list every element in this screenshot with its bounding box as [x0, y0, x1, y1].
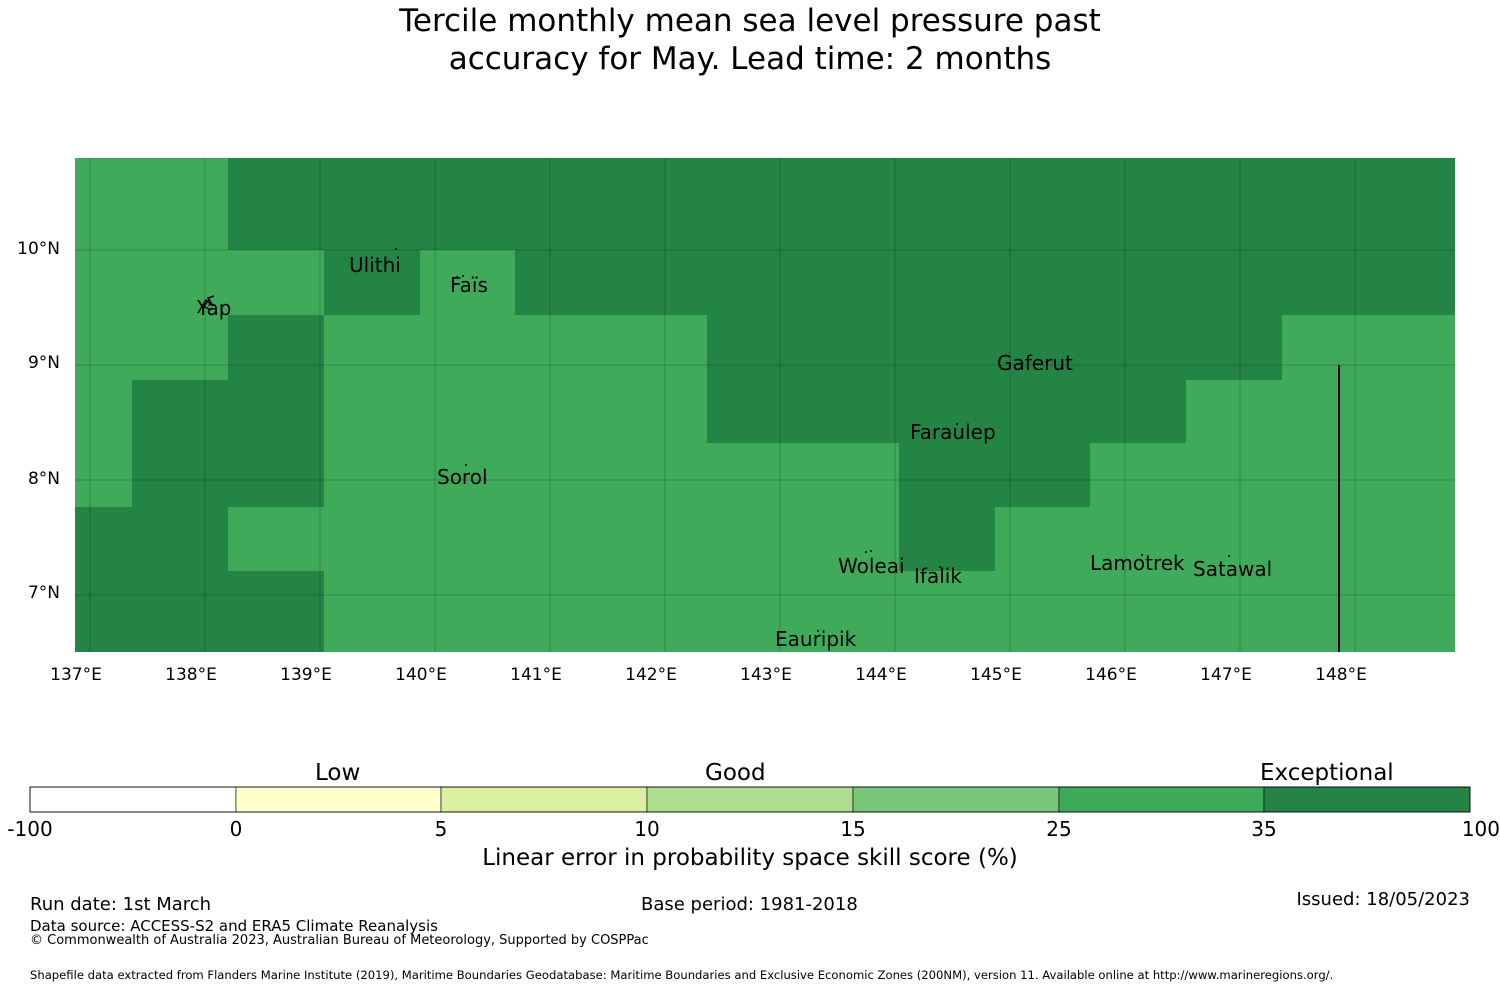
colorbar-tick: 0	[229, 817, 243, 841]
skill-cell-35-100	[899, 443, 1090, 507]
colorbar-tick: 10	[634, 817, 660, 841]
fais-island	[462, 275, 464, 277]
skill-cell-35-100	[707, 315, 1282, 380]
woleai-island	[865, 551, 867, 553]
gaferut-island	[1027, 357, 1029, 359]
category-label-exceptional: Exceptional	[1260, 760, 1394, 786]
place-label-faraulep: Faraulep	[910, 420, 996, 444]
skill-cell-35-100	[899, 507, 995, 571]
skill-cell-35-100	[515, 250, 1455, 315]
lat-label-9n: 9°N	[27, 353, 60, 373]
colorbar-segment	[29, 786, 237, 813]
skill-cell-35-100	[132, 380, 324, 507]
lon-label: 139°E	[280, 665, 332, 685]
colorbar-frame	[29, 786, 1471, 813]
skill-cell-35-100	[707, 380, 1186, 443]
lon-label: 137°E	[50, 665, 102, 685]
skill-cell-35-100	[324, 250, 420, 315]
chart-title-line1: Tercile monthly mean sea level pressure …	[399, 3, 1101, 39]
faraulep-island	[956, 423, 958, 425]
colorbar-segment	[646, 786, 854, 813]
lon-label: 144°E	[855, 665, 907, 685]
skill-cell-35-100	[75, 507, 228, 571]
place-label-ulithi: Ulithi	[349, 253, 401, 277]
place-label-gaferut: Gaferut	[997, 351, 1073, 375]
lon-label: 146°E	[1085, 665, 1137, 685]
lon-label: 147°E	[1200, 665, 1252, 685]
lon-label: 143°E	[740, 665, 792, 685]
place-label-yap: Yap	[197, 296, 232, 320]
colorbar-tick: 25	[1046, 817, 1072, 841]
ulithi-island	[395, 248, 397, 250]
lat-label-8n: 8°N	[27, 469, 60, 489]
woleai-island	[870, 550, 872, 552]
place-label-satawal: Satawal	[1193, 557, 1273, 581]
colorbar-title: Linear error in probability space skill …	[482, 845, 1018, 871]
category-label-low: Low	[315, 760, 361, 786]
issued-date: Issued: 18/05/2023	[1296, 889, 1470, 910]
lat-label-10n: 10°N	[17, 239, 60, 259]
lon-label: 145°E	[970, 665, 1022, 685]
colorbar-segment	[1058, 786, 1265, 813]
lon-label: 148°E	[1315, 665, 1367, 685]
run-date: Run date: 1st March	[30, 894, 212, 915]
shapefile-credit: Shapefile data extracted from Flanders M…	[30, 968, 1334, 982]
colorbar-segment	[235, 786, 442, 813]
colorbar-tick: 15	[840, 817, 866, 841]
lon-label: 142°E	[625, 665, 677, 685]
ifalik-island	[939, 566, 941, 568]
place-label-ifalik: Ifalik	[914, 564, 962, 588]
colorbar-tick: -100	[7, 817, 53, 841]
satawal-island	[1228, 555, 1230, 557]
lat-label-7n: 7°N	[27, 583, 60, 603]
colorbar-tick: 35	[1251, 817, 1277, 841]
graticule	[75, 158, 1455, 652]
place-label-sorol: Sorol	[437, 465, 488, 489]
skill-cell-35-100	[75, 571, 324, 652]
island-dots	[395, 248, 1230, 632]
place-label-lamotrek: Lamotrek	[1090, 551, 1185, 575]
fais-island	[456, 276, 458, 278]
lon-label: 141°E	[510, 665, 562, 685]
colorbar-segment	[440, 786, 648, 813]
skill-grid	[75, 158, 1455, 652]
chart-title-line2: accuracy for May. Lead time: 2 months	[448, 41, 1052, 77]
yap-island-marker	[197, 295, 215, 314]
colorbar-tick: 100	[1461, 817, 1500, 841]
eauripik-island	[817, 630, 819, 632]
colorbar-segment	[1263, 786, 1471, 813]
lon-label: 140°E	[395, 665, 447, 685]
lamotrek-island	[1141, 554, 1143, 556]
skill-cell-35-100	[228, 158, 1455, 250]
lon-label: 138°E	[165, 665, 217, 685]
colorbar-segment	[852, 786, 1060, 813]
colorbar	[29, 786, 1471, 813]
skill-cell-35-100	[228, 315, 324, 380]
data-source: Data source: ACCESS-S2 and ERA5 Climate …	[30, 917, 438, 935]
colorbar-tick: 5	[434, 817, 448, 841]
category-label-good: Good	[705, 760, 766, 786]
place-label-fais: Faïs	[450, 273, 488, 297]
sorol-island	[465, 464, 467, 466]
base-period: Base period: 1981-2018	[641, 894, 858, 915]
place-label-eauripik: Eauripik	[775, 627, 857, 651]
copyright: © Commonwealth of Australia 2023, Austra…	[30, 933, 649, 948]
place-label-woleai: Woleai	[838, 554, 905, 578]
